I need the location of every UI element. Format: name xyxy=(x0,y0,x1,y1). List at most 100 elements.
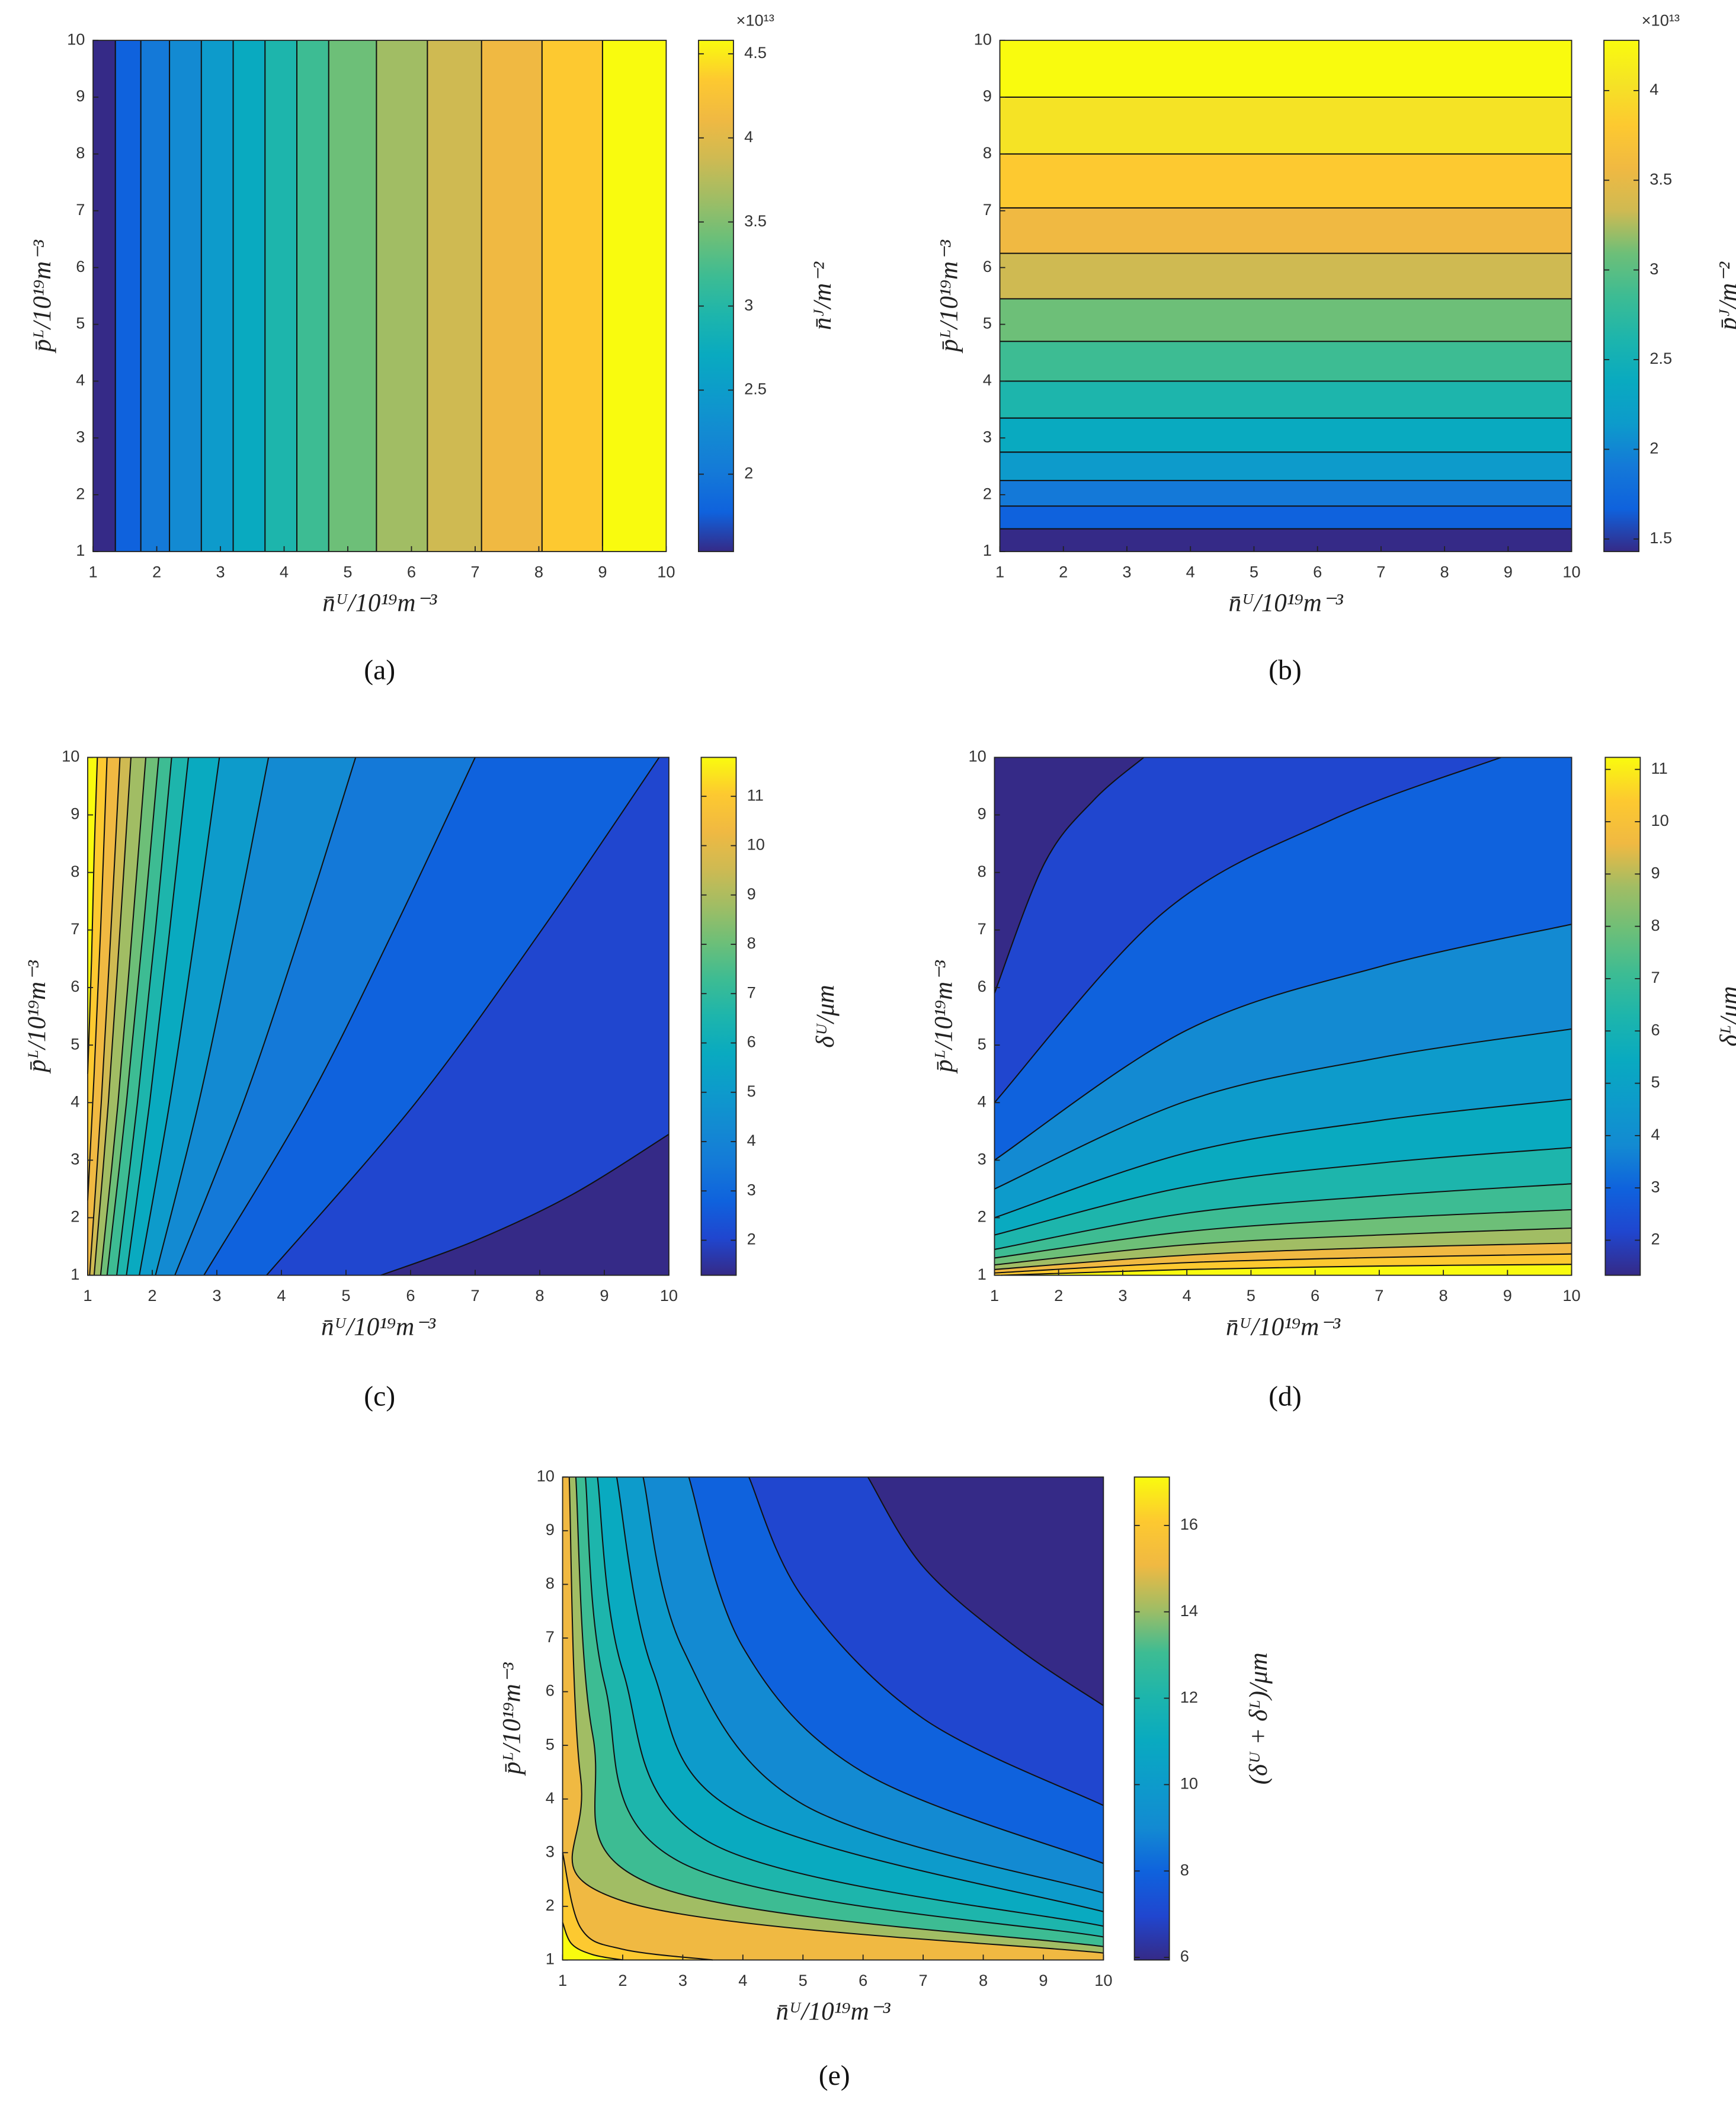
contour-line xyxy=(93,757,132,1275)
contour-line xyxy=(994,1098,1572,1219)
contour-band xyxy=(1000,40,1572,97)
y-tick-label: 10 xyxy=(62,747,79,765)
colorbar-tick-label: 3.5 xyxy=(744,211,767,230)
colorbar-label: n̄ᴶ/m⁻² xyxy=(809,261,837,330)
colorbar-tick-label: 6 xyxy=(1180,1947,1189,1965)
colorbar-tick-label: 6 xyxy=(1651,1020,1660,1039)
y-tick-label: 4 xyxy=(71,1092,79,1110)
x-tick-label: 6 xyxy=(1311,1286,1319,1305)
x-tick-label: 9 xyxy=(1504,563,1513,581)
x-tick-label: 7 xyxy=(470,1286,479,1305)
colorbar-tick-label: 3 xyxy=(744,296,753,314)
y-tick-label: 8 xyxy=(76,143,85,162)
x-tick-label: 3 xyxy=(216,563,225,581)
y-tick-label: 1 xyxy=(76,541,85,559)
plot-frame xyxy=(994,757,1572,1276)
x-tick-label: 5 xyxy=(799,1971,808,1989)
y-tick-label: 10 xyxy=(969,747,986,765)
colorbar xyxy=(700,757,737,1276)
x-tick-label: 7 xyxy=(1376,563,1385,581)
contour-line xyxy=(562,1922,623,1961)
colorbar-tick-label: 2.5 xyxy=(1649,349,1672,367)
x-axis-label: n̄ᵁ/10¹⁹m⁻³ xyxy=(321,1313,436,1341)
x-tick-label: 9 xyxy=(1039,1971,1048,1989)
contour-line xyxy=(994,1242,1572,1270)
colorbar-tick-label: 7 xyxy=(747,983,756,1001)
x-tick-label: 2 xyxy=(148,1286,156,1305)
contour-line xyxy=(100,757,147,1275)
contour-line xyxy=(266,757,660,1276)
x-tick-label: 9 xyxy=(598,563,607,581)
x-tick-label: 4 xyxy=(280,563,289,581)
x-axis-label: n̄ᵁ/10¹⁹m⁻³ xyxy=(776,1998,891,2026)
y-tick-label: 6 xyxy=(546,1681,555,1700)
y-tick-label: 9 xyxy=(983,86,992,105)
contour-band xyxy=(602,40,667,552)
x-tick-label: 8 xyxy=(534,563,543,581)
y-tick-label: 5 xyxy=(546,1735,555,1753)
y-tick-label: 6 xyxy=(76,257,85,275)
contour-line xyxy=(203,757,476,1276)
colorbar-tick-label: 3 xyxy=(1649,259,1658,278)
panel-label: (c) xyxy=(364,1381,395,1412)
colorbar-tick-label: 4.5 xyxy=(744,43,767,62)
y-tick-label: 4 xyxy=(978,1092,986,1110)
y-tick-label: 9 xyxy=(978,805,986,823)
x-tick-label: 8 xyxy=(535,1286,544,1305)
x-tick-label: 10 xyxy=(1562,563,1580,581)
contour-line xyxy=(867,1476,1104,1706)
colorbar-tick-label: 1.5 xyxy=(1649,528,1672,547)
plot-frame xyxy=(87,757,670,1276)
colorbar-tick-label: 4 xyxy=(744,127,753,146)
colorbar-tick-label: 3 xyxy=(1651,1177,1660,1196)
x-tick-label: 3 xyxy=(678,1971,687,1989)
contour-line xyxy=(116,757,172,1275)
x-tick-label: 9 xyxy=(600,1286,608,1305)
x-tick-label: 2 xyxy=(1059,563,1068,581)
x-tick-label: 5 xyxy=(341,1286,350,1305)
y-tick-label: 9 xyxy=(76,86,85,105)
y-tick-label: 3 xyxy=(546,1842,555,1860)
y-tick-label: 8 xyxy=(546,1574,555,1592)
y-axis-label: p̄ᴸ/10¹⁹m⁻³ xyxy=(23,960,51,1074)
contour-line xyxy=(380,1133,670,1276)
y-tick-label: 6 xyxy=(978,977,986,995)
x-axis-label: n̄ᵁ/10¹⁹m⁻³ xyxy=(1229,589,1344,617)
y-tick-label: 4 xyxy=(76,371,85,389)
colorbar-multiplier: ×10¹³ xyxy=(1642,11,1680,30)
colorbar xyxy=(1133,1476,1170,1961)
colorbar-tick-label: 11 xyxy=(1651,759,1668,777)
y-tick-label: 5 xyxy=(983,314,992,332)
x-tick-label: 2 xyxy=(152,563,161,581)
colorbar-label: (δᵁ + δᴸ)/μm xyxy=(1245,1652,1273,1784)
y-tick-label: 7 xyxy=(546,1627,555,1646)
colorbar-tick-label: 9 xyxy=(1651,864,1660,882)
contour-line xyxy=(642,1476,1104,1894)
colorbar-tick-label: 10 xyxy=(747,835,765,854)
contour-line xyxy=(748,1476,1104,1806)
y-tick-label: 10 xyxy=(67,30,85,48)
colorbar-tick-label: 12 xyxy=(1180,1688,1198,1706)
contour-line xyxy=(89,757,121,1275)
x-tick-label: 8 xyxy=(1439,1286,1448,1305)
y-tick-label: 2 xyxy=(71,1207,79,1226)
contour-line xyxy=(994,1227,1572,1266)
x-tick-label: 1 xyxy=(558,1971,567,1989)
colorbar-tick-label: 5 xyxy=(747,1082,756,1100)
x-tick-label: 10 xyxy=(1094,1971,1112,1989)
colorbar-tick-label: 4 xyxy=(1649,80,1658,98)
x-tick-label: 6 xyxy=(1313,563,1322,581)
y-tick-label: 8 xyxy=(983,143,992,162)
contour-line xyxy=(174,757,357,1276)
x-tick-label: 5 xyxy=(1247,1286,1255,1305)
colorbar-tick-label: 8 xyxy=(747,934,756,952)
y-axis-label: p̄ᴸ/10¹⁹m⁻³ xyxy=(930,960,958,1074)
colorbar-tick-label: 7 xyxy=(1651,968,1660,986)
colorbar-tick-label: 8 xyxy=(1180,1860,1189,1879)
y-axis-label: p̄ᴸ/10¹⁹m⁻³ xyxy=(498,1662,526,1776)
x-tick-label: 9 xyxy=(1503,1286,1512,1305)
y-tick-label: 9 xyxy=(71,805,79,823)
x-tick-label: 1 xyxy=(995,563,1004,581)
x-tick-label: 4 xyxy=(738,1971,747,1989)
colorbar-tick-label: 14 xyxy=(1180,1601,1198,1620)
